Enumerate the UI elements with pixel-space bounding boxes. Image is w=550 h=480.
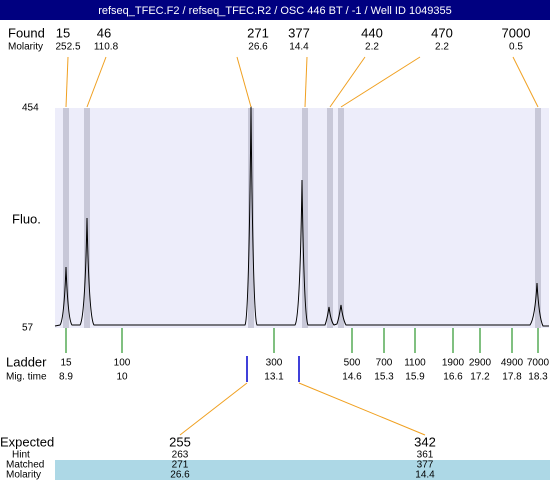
time-label: Mig. time xyxy=(6,372,47,383)
found-size: 470 xyxy=(431,25,453,40)
peak-band xyxy=(302,108,308,328)
found-size: 377 xyxy=(288,25,310,40)
title-bar xyxy=(0,0,550,20)
ladder-time: 14.6 xyxy=(342,372,362,383)
expected-label: Expected xyxy=(0,434,54,449)
molarity-label: Molarity xyxy=(8,42,43,53)
ladder-time: 18.3 xyxy=(528,372,548,383)
ladder-time: 8.9 xyxy=(59,372,73,383)
expected-molarity: 26.6 xyxy=(170,470,190,480)
ladder-size: 700 xyxy=(376,358,393,369)
peak-connector xyxy=(65,56,69,108)
peak-band xyxy=(327,108,333,328)
peak-connector xyxy=(329,56,366,108)
peak-connector xyxy=(86,56,107,108)
ladder-time: 15.9 xyxy=(405,372,425,383)
title: refseq_TFEC.F2 / refseq_TFEC.R2 / OSC 44… xyxy=(98,5,452,17)
ladder-size: 100 xyxy=(114,358,131,369)
found-molarity: 26.6 xyxy=(248,42,268,53)
ladder-time: 15.3 xyxy=(374,372,394,383)
found-size: 271 xyxy=(247,25,269,40)
found-molarity: 14.4 xyxy=(289,42,309,53)
found-molarity: 2.2 xyxy=(435,42,449,53)
ladder-time: 10 xyxy=(116,372,128,383)
found-label: Found xyxy=(8,25,45,40)
exp-molarity-label: Molarity xyxy=(6,470,41,480)
peak-connector xyxy=(512,56,539,108)
ladder-time: 13.1 xyxy=(264,372,284,383)
peak-band xyxy=(338,108,344,328)
ladder-size: 500 xyxy=(344,358,361,369)
peak-connector xyxy=(236,56,252,108)
expected-size: 255 xyxy=(169,434,191,449)
ladder-size: 2900 xyxy=(469,358,492,369)
found-molarity: 2.2 xyxy=(365,42,379,53)
ladder-time: 17.8 xyxy=(502,372,522,383)
peak-connector xyxy=(304,56,308,108)
trace xyxy=(54,105,549,327)
found-size: 440 xyxy=(361,25,383,40)
hint-label: Hint xyxy=(12,450,30,461)
y-label: Fluo. xyxy=(12,211,41,226)
found-molarity: 252.5 xyxy=(55,42,80,53)
found-molarity: 0.5 xyxy=(509,42,523,53)
expected-molarity: 14.4 xyxy=(415,470,435,480)
matched-band xyxy=(55,460,550,480)
y-min: 57 xyxy=(22,323,34,334)
matched: 271 xyxy=(172,460,189,471)
matched-label: Matched xyxy=(6,460,44,471)
found-size: 46 xyxy=(97,25,111,40)
hint: 263 xyxy=(172,450,189,461)
peak-band xyxy=(248,108,254,328)
connector xyxy=(179,382,248,436)
ladder-size: 300 xyxy=(266,358,283,369)
matched: 377 xyxy=(417,460,434,471)
expected-size: 342 xyxy=(414,434,436,449)
connector xyxy=(298,382,426,436)
ladder-size: 4900 xyxy=(501,358,524,369)
peak-connector xyxy=(340,56,421,108)
ladder-time: 16.6 xyxy=(443,372,463,383)
found-molarity: 110.8 xyxy=(94,42,119,53)
ladder-size: 1100 xyxy=(404,358,426,369)
ladder-size: 1900 xyxy=(442,358,465,369)
peak-band xyxy=(63,108,69,328)
peak-band xyxy=(535,108,541,328)
ladder-size: 7000 xyxy=(527,358,550,369)
hint: 361 xyxy=(417,450,434,461)
ladder-time: 17.2 xyxy=(470,372,490,383)
ladder-size: 15 xyxy=(60,358,72,369)
ladder-label: Ladder xyxy=(6,354,47,369)
y-max: 454 xyxy=(22,103,39,114)
found-size: 7000 xyxy=(502,25,531,40)
found-size: 15 xyxy=(56,25,70,40)
